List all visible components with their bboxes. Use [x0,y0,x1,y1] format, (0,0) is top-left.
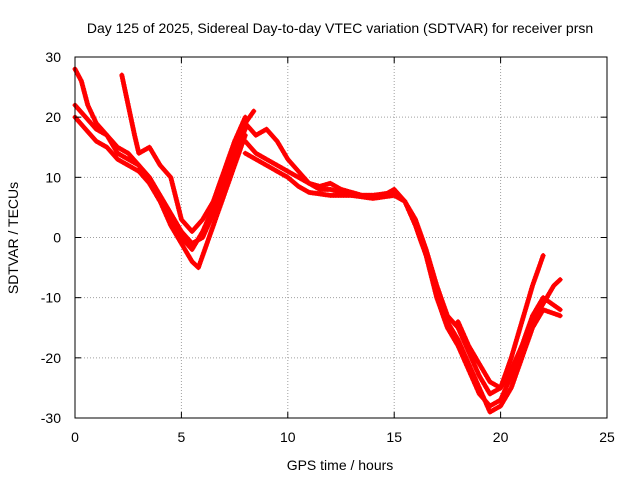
y-tick-label: -10 [41,290,61,306]
axis-ticks: 0 5 10 15 20 25 -30 -20 -10 0 10 20 30 [41,49,615,445]
x-tick-label: 0 [71,429,79,445]
x-tick-label: 20 [493,429,509,445]
data-point [242,132,248,138]
x-tick-label: 10 [280,429,296,445]
y-tick-label: 0 [53,230,61,246]
data-point [540,253,546,259]
x-tick-label: 5 [178,429,186,445]
data-point [242,126,248,132]
y-tick-label: -30 [41,410,61,426]
x-tick-label: 25 [599,429,615,445]
chart-title: Day 125 of 2025, Sidereal Day-to-day VTE… [87,20,593,36]
y-tick-label: 30 [45,49,61,65]
data-point [557,307,563,313]
x-tick-label: 15 [386,429,402,445]
x-axis-label: GPS time / hours [287,457,394,473]
y-axis-label: SDTVAR / TECUs [5,182,21,294]
data-point [557,277,563,283]
y-tick-label: 10 [45,169,61,185]
data-points [72,66,563,415]
y-tick-label: -20 [41,350,61,366]
data-point [251,108,257,114]
y-tick-label: 20 [45,109,61,125]
data-point [557,313,563,319]
data-point [242,114,248,120]
